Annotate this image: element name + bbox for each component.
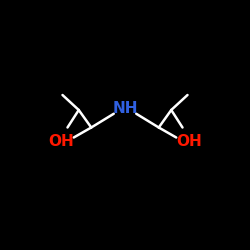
Text: OH: OH (176, 134, 202, 149)
Text: NH: NH (112, 101, 138, 116)
Text: OH: OH (48, 134, 74, 149)
